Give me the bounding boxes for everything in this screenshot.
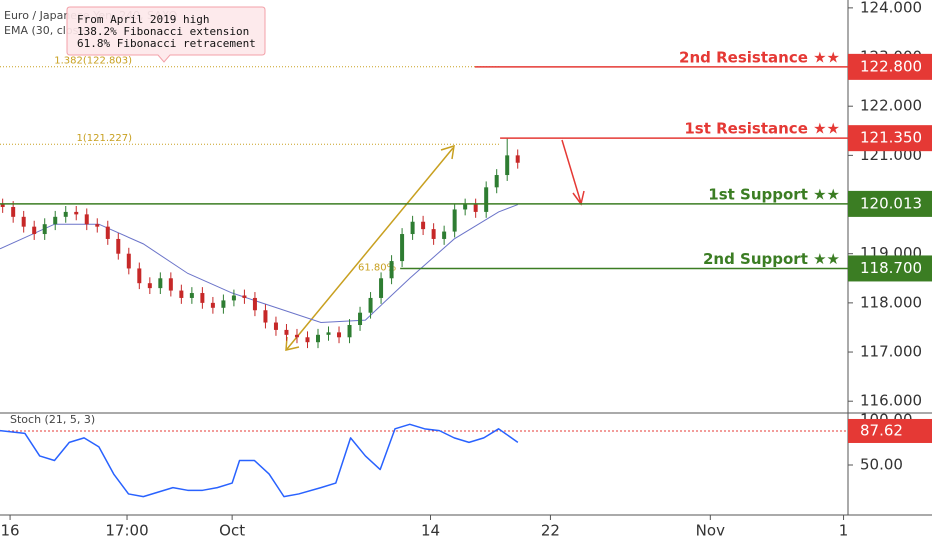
candle-body: [105, 226, 110, 239]
stoch-tick-label: 50.00: [860, 455, 903, 473]
note-box: [66, 6, 266, 63]
candle-body: [0, 204, 5, 207]
candle-body: [484, 187, 489, 212]
level-box: [848, 190, 932, 217]
x-tick-label: 16: [1, 522, 20, 540]
level-label: 2nd Resistance ★★: [679, 48, 840, 66]
candle-body: [32, 226, 37, 235]
candle-body: [158, 278, 163, 289]
candle-body: [347, 324, 352, 338]
x-tick-label: 22: [541, 522, 560, 540]
candle-body: [358, 312, 363, 325]
candle-body: [53, 216, 58, 225]
candle-body: [116, 238, 121, 254]
level-box: [848, 125, 932, 152]
candle-body: [452, 209, 457, 232]
candle-body: [137, 268, 142, 284]
candle-body: [505, 155, 510, 176]
level-value-label: 120.013: [860, 194, 922, 212]
candle-body: [389, 261, 394, 279]
x-tick-label: Nov: [696, 522, 725, 540]
stoch-level-box: [848, 418, 932, 443]
candle-body: [210, 302, 215, 308]
x-tick-label: 17:00: [105, 522, 148, 540]
stoch-label: Stoch (21, 5, 3): [10, 413, 95, 426]
candle-body: [473, 204, 478, 212]
candle-body: [337, 332, 342, 338]
candle-body: [368, 297, 373, 313]
y-tick-label: 124.000: [860, 0, 922, 16]
candle-body: [242, 295, 247, 298]
candle-body: [294, 334, 299, 338]
fib-label: 1.382(122.803): [54, 56, 132, 67]
stoch-level-label: 87.62: [860, 421, 903, 439]
indicator-header: EMA (30, close: [4, 24, 85, 37]
y-tick-label: 117.000: [860, 343, 922, 361]
level-label: 1st Support ★★: [708, 185, 840, 203]
candle-body: [431, 229, 436, 239]
note-line: 61.8% Fibonacci retracement: [77, 37, 256, 50]
candle-body: [284, 329, 289, 335]
candle-body: [379, 278, 384, 298]
candle-body: [442, 231, 447, 239]
candle-body: [252, 297, 257, 311]
candle-body: [273, 322, 278, 330]
candle-body: [421, 221, 426, 230]
candle-body: [410, 221, 415, 235]
x-tick-label: Oct: [219, 522, 245, 540]
note-line: From April 2019 high: [77, 13, 209, 26]
y-tick-label: 122.000: [860, 97, 922, 115]
candle-body: [231, 295, 236, 301]
candle-body: [515, 155, 520, 163]
y-tick-label: 118.000: [860, 293, 922, 311]
candle-body: [126, 253, 131, 269]
x-tick-label: 14: [421, 522, 440, 540]
candle-body: [74, 211, 79, 215]
candle-body: [63, 211, 68, 217]
level-value-label: 121.350: [860, 129, 922, 147]
candle-body: [494, 175, 499, 188]
stoch-line: [0, 423, 519, 498]
note-line: 138.2% Fibonacci extension: [77, 25, 249, 38]
candle-body: [305, 337, 310, 343]
candle-body: [200, 293, 205, 303]
fib-label: 1(121.227): [76, 133, 132, 144]
candle-body: [221, 300, 226, 308]
candle-body: [95, 224, 100, 227]
x-tick-label: 1: [839, 522, 849, 540]
candle-body: [168, 278, 173, 291]
candle-body: [21, 216, 26, 227]
candle-body: [400, 234, 405, 262]
level-box: [848, 53, 932, 80]
level-value-label: 122.800: [860, 57, 922, 75]
level-label: 2nd Support ★★: [703, 250, 840, 268]
candle-body: [179, 290, 184, 298]
y-tick-label: 116.000: [860, 392, 922, 410]
candle-body: [316, 334, 320, 343]
candle-body: [326, 332, 331, 335]
level-value-label: 118.700: [860, 259, 922, 277]
candle-body: [263, 310, 268, 323]
candle-body: [189, 293, 194, 298]
candle-body: [42, 224, 47, 235]
fib-retracement-label: 61.80%: [358, 262, 396, 273]
candle-body: [84, 214, 89, 225]
fib-arrow: [285, 144, 455, 351]
level-box: [848, 255, 932, 282]
level-label: 1st Resistance ★★: [684, 120, 840, 138]
candle-body: [147, 283, 152, 289]
candle-body: [11, 206, 16, 217]
candle-body: [463, 204, 468, 210]
